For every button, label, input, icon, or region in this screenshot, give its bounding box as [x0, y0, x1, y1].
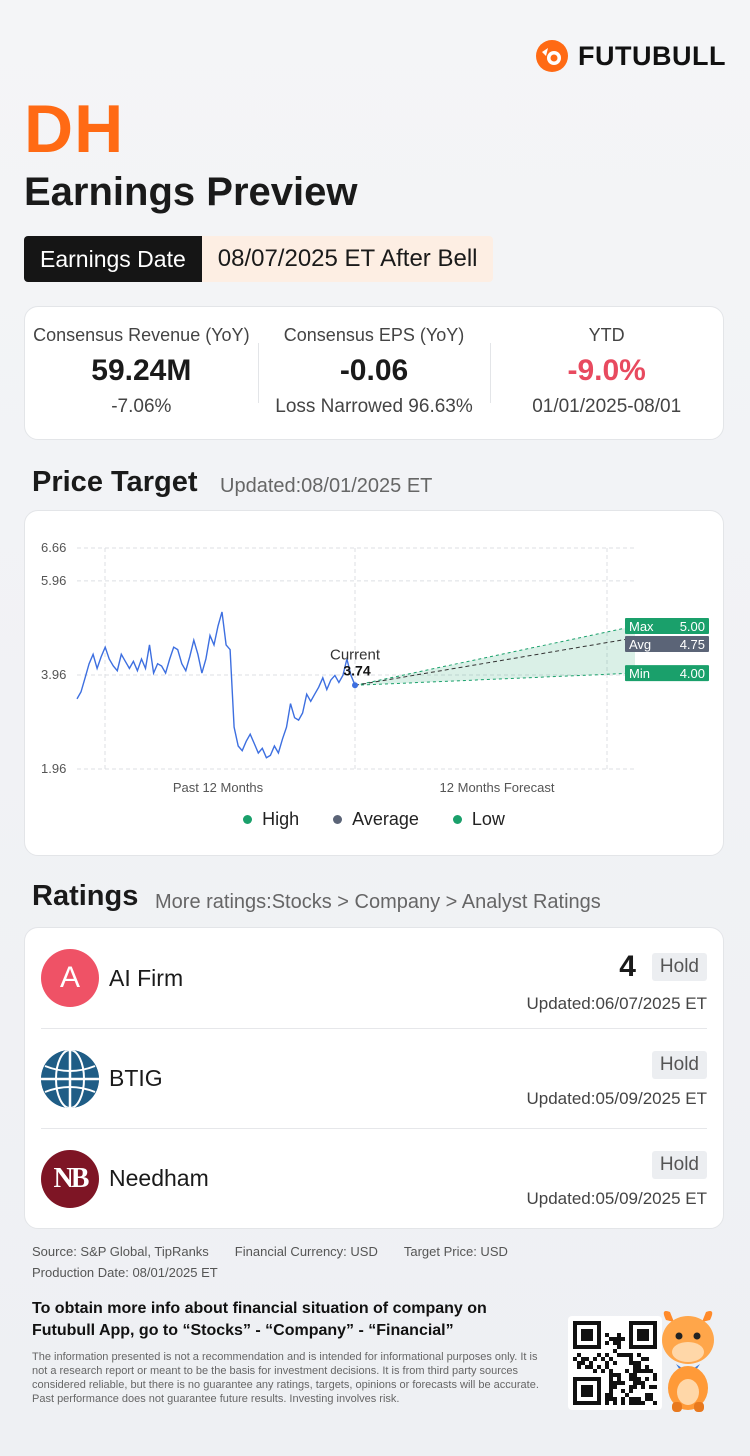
rating-badge: Hold	[651, 953, 707, 981]
legend-low: Low	[452, 809, 505, 830]
consensus-eps-value: -0.06	[339, 354, 409, 387]
legend-low-marker	[452, 815, 462, 824]
brand-name: FUTUBULL	[578, 40, 726, 71]
rating-score: 4	[619, 950, 636, 983]
rating-updated: Updated:06/07/2025 ET	[526, 994, 707, 1013]
ytd-value: -9.0%	[567, 354, 646, 387]
price-target-chart: 6.66 5.96 3.96 1.96 Past 12 Months 12 Months …	[41, 540, 709, 795]
footer-sources: Source: S&P Global, TipRanks Financial C…	[32, 1244, 508, 1259]
max-tag-value: 5.00	[680, 619, 705, 634]
current-value: 3.74	[343, 662, 370, 678]
rating-badge: Hold	[651, 1051, 707, 1079]
rating-info: Hold Updated:05/09/2025 ET	[526, 1051, 707, 1109]
forecast-average-line	[354, 637, 636, 686]
legend-average-label: Average	[352, 809, 419, 829]
footer-target-price: Target Price: USD	[403, 1244, 508, 1259]
current-price-point	[352, 682, 358, 689]
footer-currency: Financial Currency: USD	[234, 1244, 378, 1259]
globe-icon	[41, 1049, 99, 1108]
footer-source: Source: S&P Global, TipRanks	[32, 1244, 209, 1259]
legend-high: High	[243, 809, 299, 830]
ytd-performance: YTD -9.0% 01/01/2025-08/01	[490, 307, 723, 439]
consensus-eps-label: Consensus EPS (YoY)	[283, 325, 465, 345]
forecast-low-line	[354, 672, 636, 686]
footer-production-date: Production Date: 08/01/2025 ET	[32, 1265, 218, 1280]
y-tick-label: 1.96	[41, 761, 66, 776]
min-tag-label: Min	[629, 666, 650, 681]
price-line	[76, 611, 356, 759]
max-tag	[625, 618, 709, 635]
consensus-card: Consensus Revenue (YoY) 59.24M -7.06% Co…	[24, 306, 724, 440]
rating-updated: Updated:05/09/2025 ET	[526, 1189, 707, 1208]
legend-average: Average	[333, 809, 419, 830]
rating-row[interactable]: NB Needham Hold Updated:05/09/2025 ET	[41, 1128, 707, 1228]
analyst-name: AI Firm	[109, 964, 184, 991]
consensus-revenue-change: -7.06%	[111, 396, 172, 417]
disclaimer-text: The information presented is not a recom…	[32, 1351, 539, 1405]
legend-average-marker	[333, 815, 343, 824]
earnings-date-label: Earnings Date	[24, 236, 202, 282]
chart-legend: High Average Low	[25, 809, 723, 830]
x-tick-label: Past 12 Months	[173, 780, 264, 795]
min-tag	[625, 665, 709, 682]
legend-high-marker	[243, 815, 253, 824]
avg-tag-value: 4.75	[680, 637, 705, 652]
brand-logo: FUTUBULL	[534, 38, 726, 74]
bull-mascot-icon	[662, 1311, 714, 1412]
consensus-revenue-value: 59.24M	[91, 354, 192, 387]
futubull-logo-icon	[536, 40, 569, 72]
consensus-eps-change: Loss Narrowed 96.63%	[275, 396, 473, 417]
y-tick-label: 3.96	[41, 667, 66, 682]
rating-row[interactable]: BTIG Hold Updated:05/09/2025 ET	[41, 1028, 707, 1128]
rating-info: 4 Hold Updated:06/07/2025 ET	[526, 950, 707, 1014]
more-ratings-link[interactable]: More ratings:Stocks > Company > Analyst …	[155, 891, 601, 913]
legend-high-label: High	[262, 809, 300, 829]
avg-tag-label: Avg	[629, 637, 651, 652]
consensus-eps: Consensus EPS (YoY) -0.06 Loss Narrowed …	[257, 307, 491, 439]
qr-code[interactable]	[568, 1316, 662, 1410]
rating-info: Hold Updated:05/09/2025 ET	[526, 1151, 707, 1209]
current-label: Current	[330, 646, 381, 663]
rating-badge: Hold	[651, 1151, 707, 1179]
ytd-label: YTD	[588, 325, 625, 345]
promo-text: To obtain more info about financial situ…	[32, 1300, 487, 1339]
ai-firm-avatar-letter: A	[59, 961, 80, 994]
consensus-revenue: Consensus Revenue (YoY) 59.24M -7.06%	[25, 307, 258, 439]
ytd-range: 01/01/2025-08/01	[532, 396, 682, 417]
needham-logo-icon: NB	[41, 1149, 99, 1208]
analyst-name: BTIG	[109, 1065, 163, 1091]
ai-firm-avatar: A	[41, 949, 99, 1007]
needham-logo-letters: NB	[53, 1162, 90, 1194]
max-tag-label: Max	[629, 619, 654, 634]
rating-updated: Updated:05/09/2025 ET	[526, 1089, 707, 1108]
x-tick-label: 12 Months Forecast	[440, 780, 555, 795]
y-tick-label: 6.66	[41, 540, 66, 555]
avg-tag	[625, 636, 709, 653]
y-tick-label: 5.96	[41, 573, 66, 588]
btig-logo-icon	[41, 1049, 99, 1108]
ticker-symbol: DH	[24, 91, 125, 167]
earnings-date-banner: Earnings Date 08/07/2025 ET After Bell	[24, 236, 494, 282]
earnings-date-value: 08/07/2025 ET After Bell	[201, 236, 494, 282]
price-target-title: Price Target	[32, 466, 198, 498]
consensus-revenue-label: Consensus Revenue (YoY)	[33, 325, 250, 345]
legend-low-label: Low	[471, 809, 505, 829]
forecast-range-area	[355, 626, 635, 686]
ratings-card: A AI Firm 4 Hold Updated:06/07/2025 ET B…	[24, 927, 724, 1229]
page-title: Earnings Preview	[24, 170, 358, 214]
price-target-card: 6.66 5.96 3.96 1.96 Past 12 Months 12 Months …	[24, 510, 724, 856]
rating-row[interactable]: A AI Firm 4 Hold Updated:06/07/2025 ET	[41, 928, 707, 1028]
min-tag-value: 4.00	[680, 666, 705, 681]
qr-code-icon	[573, 1321, 657, 1405]
ratings-title: Ratings	[32, 880, 139, 912]
price-target-updated: Updated:08/01/2025 ET	[220, 475, 433, 497]
analyst-name: Needham	[109, 1165, 209, 1191]
